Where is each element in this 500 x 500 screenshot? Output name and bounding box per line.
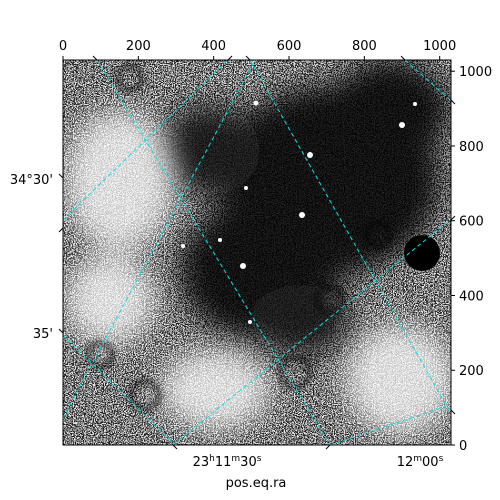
x-axis-title: pos.eq.ra: [226, 476, 287, 491]
grid-line: [404, 60, 451, 101]
top-world-tick: [227, 55, 233, 61]
ring-features: [85, 63, 393, 412]
ra-tick-1-seconds: 30: [240, 455, 257, 470]
grid-line: [172, 219, 451, 445]
grid-line: [96, 60, 331, 445]
top-tick-label: 800: [352, 39, 377, 54]
ra-tick-1-minutes: 11: [215, 455, 232, 470]
ra-tick-1-hours: 23: [193, 455, 210, 470]
ra-tick-mark: [172, 444, 178, 450]
dec-tick-mark: [58, 227, 64, 233]
ra-tick-2-seconds: 00: [422, 455, 439, 470]
right-tick-label: 400: [459, 289, 484, 304]
top-tick-label: 0: [59, 39, 67, 54]
ra-tick-mark: [325, 444, 331, 450]
grid-line: [63, 60, 256, 419]
right-tick-label: 1000: [459, 65, 492, 80]
ra-tick-1-s-unit: s: [257, 454, 262, 464]
right-tick-label: 0: [459, 439, 467, 454]
coordinate-grid: [63, 60, 451, 445]
top-tick-label: 200: [126, 39, 151, 54]
grid-line: [329, 404, 451, 445]
dec-tick-label-1: 34°30': [10, 173, 53, 188]
ra-tick-label-2: 12m00s: [397, 454, 444, 470]
right-world-tick: [450, 409, 456, 415]
top-tick-label: 1000: [423, 39, 456, 54]
top-world-tick: [245, 55, 251, 61]
pixel-ticks: 0 200 400 600 800 1000 0 200 400 600 800 1000: [59, 39, 492, 454]
top-tick-label: 600: [277, 39, 302, 54]
ra-tick-label-1: 23h11m30s: [193, 454, 262, 470]
plot-area: [63, 60, 451, 445]
point-sources: [181, 100, 417, 324]
light-regions: [65, 110, 451, 435]
ra-tick-1-h-unit: h: [209, 454, 215, 464]
dec-tick-mark: [58, 173, 64, 179]
right-tick-label: 800: [459, 140, 484, 155]
world-ticks: [58, 55, 456, 450]
dark-regions: [160, 60, 450, 355]
top-world-tick: [92, 55, 98, 61]
world-axis-labels: 23h11m30s 12m00s 34°30' 35' pos.eq.ra: [10, 173, 444, 491]
top-tick-label: 400: [201, 39, 226, 54]
ra-tick-2-m-unit: m: [413, 454, 422, 464]
dark-blob: [404, 235, 440, 271]
ra-tick-2-minutes: 12: [397, 455, 414, 470]
dec-tick-label-2: 35': [33, 327, 53, 342]
ra-tick-1-m-unit: m: [231, 454, 240, 464]
ra-tick-2-s-unit: s: [439, 454, 444, 464]
grid-line: [249, 60, 451, 413]
right-tick-label: 200: [459, 364, 484, 379]
right-tick-label: 600: [459, 215, 484, 230]
right-world-tick: [450, 215, 456, 221]
dec-tick-mark: [58, 328, 64, 334]
grid-line: [63, 334, 176, 445]
plot-frame: [62, 59, 452, 446]
top-world-tick: [400, 55, 406, 61]
right-world-tick: [450, 99, 456, 105]
sky-image: [63, 60, 451, 445]
